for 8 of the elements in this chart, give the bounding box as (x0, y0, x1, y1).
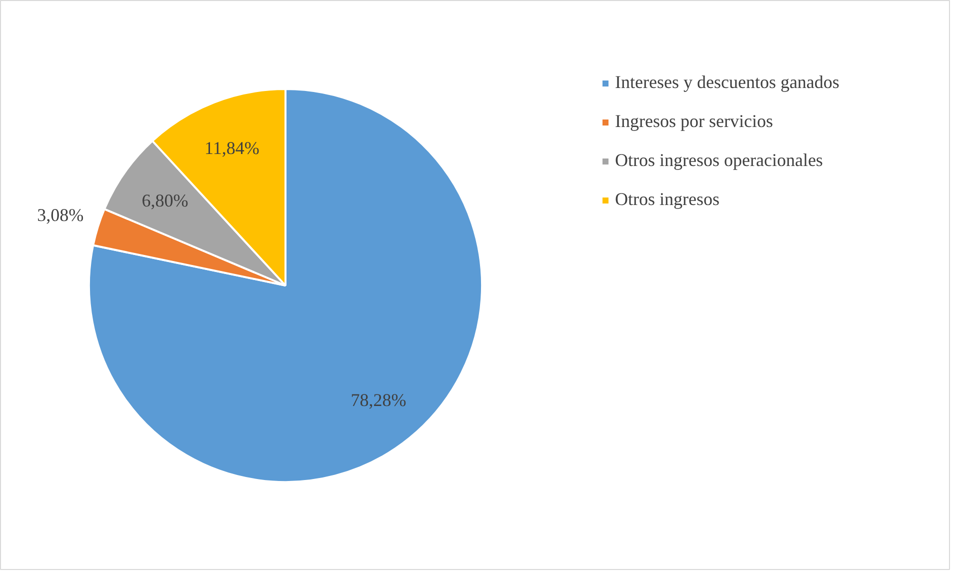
data-label: 11,84% (204, 138, 260, 158)
legend-label: Ingresos por servicios (615, 111, 773, 132)
legend-label: Otros ingresos operacionales (615, 150, 823, 171)
data-label: 3,08% (37, 205, 84, 226)
data-label: 78,28% (350, 390, 406, 410)
legend-label: Otros ingresos (615, 189, 720, 210)
legend-label: Intereses y descuentos ganados (615, 72, 840, 93)
data-label: 6,80% (142, 190, 188, 211)
